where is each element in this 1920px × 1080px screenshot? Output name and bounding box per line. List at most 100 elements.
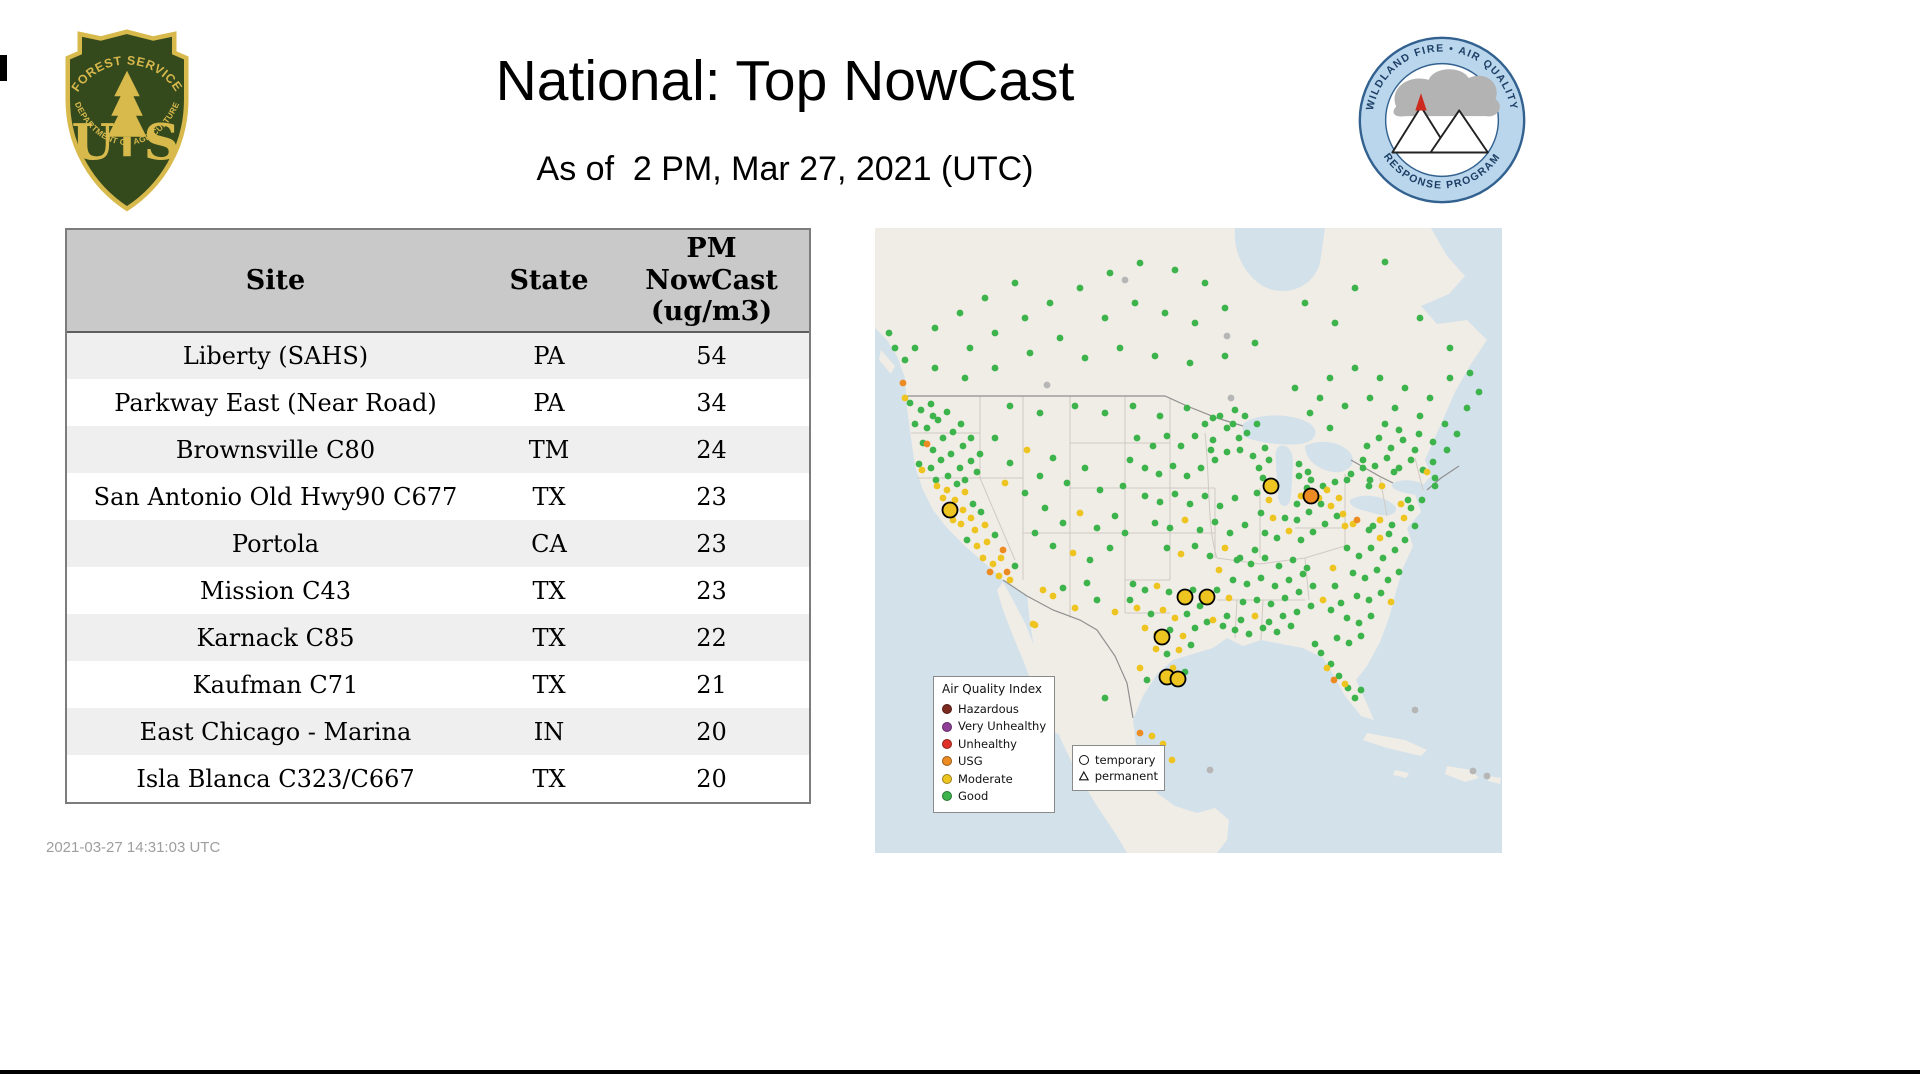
monitor-dot <box>1049 454 1057 462</box>
monitor-dot <box>927 464 935 472</box>
monitor-dot <box>1171 490 1179 498</box>
monitor-dot <box>1335 494 1343 502</box>
monitor-dot <box>1059 584 1067 592</box>
top-site-ringed-marker <box>1153 628 1171 646</box>
monitor-dot <box>1379 554 1387 562</box>
monitor-dot <box>1101 694 1109 702</box>
monitor-dot <box>981 294 989 302</box>
monitor-dot <box>1043 381 1051 389</box>
monitor-dot <box>1231 494 1239 502</box>
monitor-dot <box>1376 374 1384 382</box>
monitor-dot <box>944 472 952 480</box>
monitor-dot <box>1211 518 1219 526</box>
monitor-dot <box>1431 482 1439 490</box>
monitor-dot <box>1418 496 1426 504</box>
monitor-dot <box>1309 582 1317 590</box>
flame-icon <box>1415 93 1427 111</box>
monitor-dot <box>1307 476 1315 484</box>
monitor-dot <box>1163 650 1171 658</box>
value-cell: 21 <box>696 670 727 699</box>
monitor-dot <box>961 488 969 496</box>
monitor-dot <box>1076 284 1084 292</box>
table-row: East Chicago - Marina IN 20 <box>67 708 809 755</box>
aqi-category-label: Moderate <box>958 771 1013 786</box>
monitor-dot <box>1021 314 1029 322</box>
aqi-legend: Air Quality Index Hazardous Very Unhealth… <box>933 676 1055 814</box>
monitor-dot <box>991 329 999 337</box>
monitor-dot <box>1335 672 1343 680</box>
monitor-dot <box>1211 456 1219 464</box>
monitor-dot <box>983 538 991 546</box>
monitor-dot <box>1375 434 1383 442</box>
monitor-dot <box>1359 464 1367 472</box>
monitor-dot <box>1355 619 1363 627</box>
value-cell: 20 <box>696 717 727 746</box>
monitor-dot <box>939 494 947 502</box>
monitor-dot <box>1177 550 1185 558</box>
monitor-dot <box>1106 544 1114 552</box>
forest-service-shield-icon: FOREST SERVICE U S DEPARTMENT OF AGRICUL… <box>65 29 189 212</box>
monitor-dot <box>1333 512 1341 520</box>
monitor-dot <box>1056 334 1064 342</box>
monitor-dot <box>976 450 984 458</box>
monitor-dot <box>1151 519 1159 527</box>
monitor-dot <box>1206 766 1214 774</box>
aqi-legend-item: Hazardous <box>942 702 1048 716</box>
monitor-dot <box>947 450 955 458</box>
monitor-dot <box>1201 420 1209 428</box>
monitor-dot <box>977 508 985 516</box>
monitor-dot <box>1196 526 1204 534</box>
monitor-dot <box>1039 586 1047 594</box>
monitor-dot <box>1359 456 1367 464</box>
marker-type-legend: temporary permanent <box>1072 745 1165 791</box>
monitor-dot <box>1381 420 1389 428</box>
monitor-dot <box>1096 486 1104 494</box>
monitor-dot <box>1191 542 1199 550</box>
monitor-dot <box>1021 489 1029 497</box>
monitor-dot <box>1253 596 1261 604</box>
monitor-dot <box>1101 314 1109 322</box>
monitor-dot <box>1003 568 1011 576</box>
state-cell: TX <box>532 576 566 605</box>
monitor-dot <box>1231 626 1239 634</box>
monitor-dot <box>1136 259 1144 267</box>
monitor-dot <box>1136 729 1144 737</box>
monitor-dot <box>1183 610 1191 618</box>
monitor-dot <box>1221 304 1229 312</box>
monitor-dot <box>906 399 914 407</box>
monitor-dot <box>1275 562 1283 570</box>
top-nowcast-table: Site State PM NowCast (ug/m3) Liberty (S… <box>65 228 811 804</box>
monitor-dot <box>1333 634 1341 642</box>
monitor-dot <box>1387 598 1395 606</box>
monitor-dot <box>981 521 989 529</box>
monitor-dot <box>1327 606 1335 614</box>
table-row: Karnack C85 TX 22 <box>67 614 809 661</box>
monitor-dot <box>1209 414 1217 422</box>
page-subtitle: As of 2 PM, Mar 27, 2021 (UTC) <box>536 150 1034 188</box>
monitor-dot <box>1141 586 1149 594</box>
monitor-dot <box>1271 582 1279 590</box>
monitor-dot <box>1363 442 1371 450</box>
monitor-dot <box>957 520 965 528</box>
monitor-dot <box>1431 474 1439 482</box>
monitor-dot <box>1086 556 1094 564</box>
monitor-dot <box>973 542 981 550</box>
monitor-dot <box>1285 576 1293 584</box>
table-row: Isla Blanca C323/C667 TX 20 <box>67 755 809 802</box>
monitor-dot <box>1251 339 1259 347</box>
monitor-dot <box>1377 589 1385 597</box>
site-cell: Kaufman C71 <box>192 670 359 699</box>
monitor-dot <box>1129 402 1137 410</box>
monitor-dot <box>1168 756 1176 764</box>
monitor-dot <box>967 434 975 442</box>
monitor-dot <box>1136 664 1144 672</box>
monitor-dot <box>1245 630 1253 638</box>
monitor-dot <box>917 406 925 414</box>
monitor-dot <box>1083 579 1091 587</box>
monitor-dot <box>991 531 999 539</box>
monitor-dot <box>1287 622 1295 630</box>
site-cell: Brownsville C80 <box>175 435 376 464</box>
monitor-dot <box>1183 472 1191 480</box>
monitor-dot <box>1101 409 1109 417</box>
monitor-dot <box>1203 618 1211 626</box>
